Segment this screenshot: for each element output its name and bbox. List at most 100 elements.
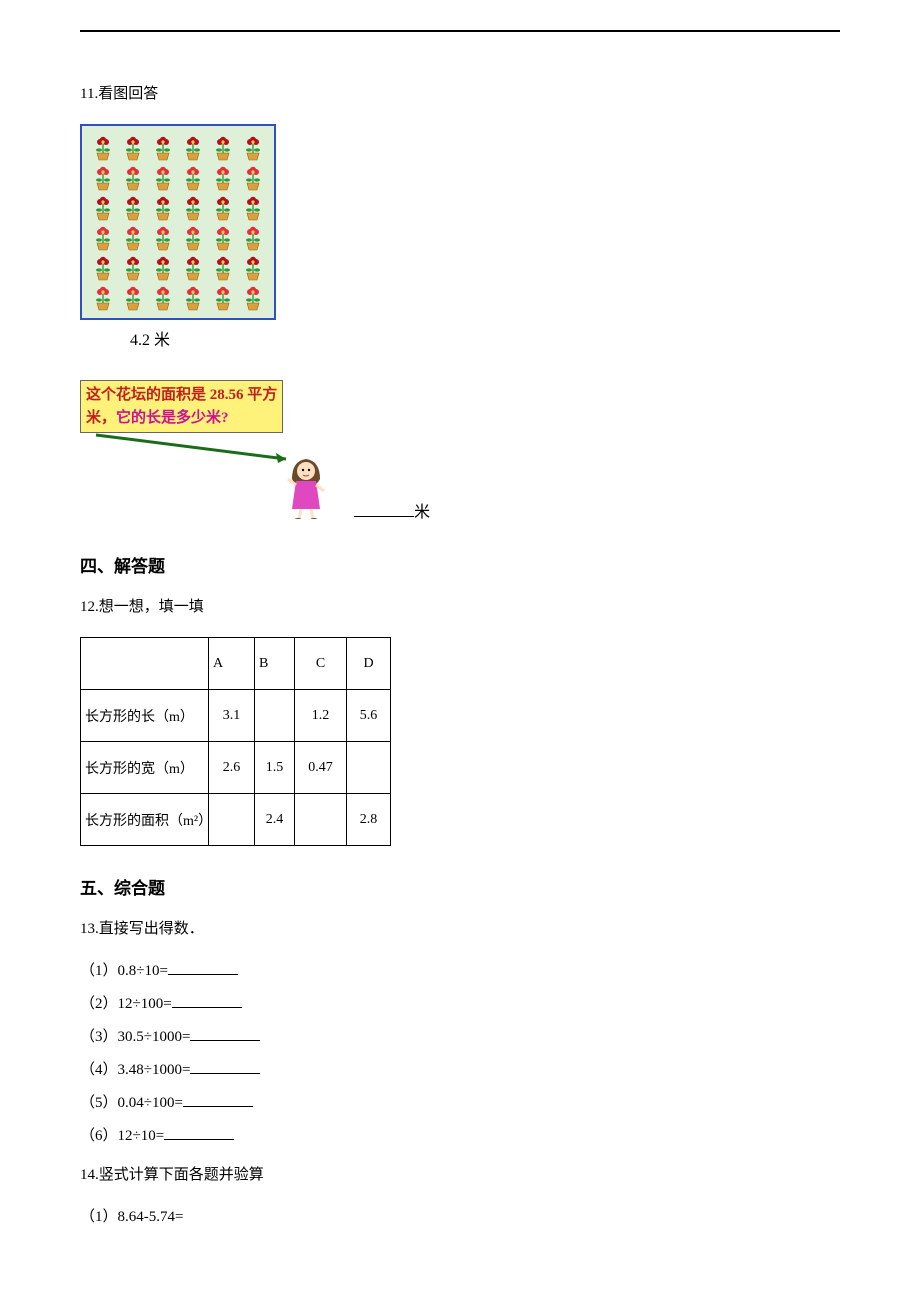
flower-icon xyxy=(239,283,267,311)
flower-icon xyxy=(119,253,147,281)
q14-items: （1）8.64-5.74= xyxy=(80,1205,840,1226)
q13-item: （1）0.8÷10= xyxy=(80,959,840,980)
q12-title: 想一想，填一填 xyxy=(99,599,204,615)
flower-icon xyxy=(179,193,207,221)
q13-blank[interactable] xyxy=(164,1125,234,1140)
table-corner xyxy=(81,638,209,690)
flower-icon xyxy=(89,253,117,281)
rectangle-table: A B C D 长方形的长（m） 3.1 1.2 5.6 长方形的宽（m） 2.… xyxy=(80,637,391,846)
page: 11.看图回答 4.2 米 这个花坛的面积是 28.56 平方 米，它的长是多少… xyxy=(0,0,920,1298)
q13-item: （5）0.04÷100= xyxy=(80,1091,840,1112)
q11-title: 看图回答 xyxy=(98,86,158,102)
flower-icon xyxy=(149,253,177,281)
cell[interactable] xyxy=(295,794,347,846)
flower-row xyxy=(88,192,268,222)
section-5-heading: 五、综合题 xyxy=(80,874,840,899)
flower-icon xyxy=(209,133,237,161)
flower-icon xyxy=(239,223,267,251)
flower-row xyxy=(88,162,268,192)
col-header-b: B xyxy=(255,638,295,690)
flower-icon xyxy=(89,193,117,221)
q13-item-text: （2）12÷100= xyxy=(80,996,172,1012)
q14-item: （1）8.64-5.74= xyxy=(80,1205,840,1226)
q12-heading: 12.想一想，填一填 xyxy=(80,595,840,619)
header-rule xyxy=(80,30,840,32)
flower-icon xyxy=(209,163,237,191)
q13-blank[interactable] xyxy=(190,1059,260,1074)
q13-title: 直接写出得数． xyxy=(99,921,204,937)
flower-icon xyxy=(149,163,177,191)
callout-line2b: 它的长是多少米? xyxy=(116,410,229,426)
q13-item: （6）12÷10= xyxy=(80,1124,840,1145)
col-header-d: D xyxy=(347,638,391,690)
answer-blank-wrap: 米 xyxy=(354,498,430,524)
flower-icon xyxy=(119,133,147,161)
flower-icon xyxy=(89,283,117,311)
callout-box: 这个花坛的面积是 28.56 平方 米，它的长是多少米? xyxy=(80,380,283,433)
flower-icon xyxy=(239,133,267,161)
flower-icon xyxy=(119,223,147,251)
q11-heading: 11.看图回答 xyxy=(80,82,840,106)
q13-items: （1）0.8÷10= （2）12÷100= （3）30.5÷1000= （4）3.48… xyxy=(80,959,840,1145)
callout-pointer-and-girl xyxy=(86,429,346,524)
flower-icon xyxy=(89,133,117,161)
callout-line2a: 米， xyxy=(86,410,116,426)
cell[interactable] xyxy=(347,742,391,794)
flower-icon xyxy=(149,133,177,161)
callout-line1: 这个花坛的面积是 28.56 平方 xyxy=(86,387,277,403)
answer-unit: 米 xyxy=(414,504,430,521)
cell: 1.5 xyxy=(255,742,295,794)
flower-icon xyxy=(179,223,207,251)
q13-number: 13. xyxy=(80,921,99,937)
cell: 3.1 xyxy=(209,690,255,742)
cell: 2.4 xyxy=(255,794,295,846)
q13-blank[interactable] xyxy=(183,1092,253,1107)
table-row: 长方形的面积（m²） 2.4 2.8 xyxy=(81,794,391,846)
cell: 5.6 xyxy=(347,690,391,742)
q13-item-text: （5）0.04÷100= xyxy=(80,1095,183,1111)
flower-icon xyxy=(179,133,207,161)
flower-icon xyxy=(239,163,267,191)
q14-heading: 14.竖式计算下面各题并验算 xyxy=(80,1163,840,1187)
flower-row xyxy=(88,222,268,252)
q13-item: （4）3.48÷1000= xyxy=(80,1058,840,1079)
callout-wrap: 这个花坛的面积是 28.56 平方 米，它的长是多少米? xyxy=(80,380,840,524)
q13-blank[interactable] xyxy=(190,1026,260,1041)
table-row: 长方形的长（m） 3.1 1.2 5.6 xyxy=(81,690,391,742)
flower-row xyxy=(88,282,268,312)
q11-number: 11. xyxy=(80,86,98,102)
q13-item: （3）30.5÷1000= xyxy=(80,1025,840,1046)
q12-number: 12. xyxy=(80,599,99,615)
cell[interactable] xyxy=(209,794,255,846)
callout-stack: 这个花坛的面积是 28.56 平方 米，它的长是多少米? xyxy=(80,380,346,524)
q14-title: 竖式计算下面各题并验算 xyxy=(99,1167,264,1183)
flower-bed-grid xyxy=(80,124,276,320)
flower-icon xyxy=(119,163,147,191)
flower-icon xyxy=(119,283,147,311)
cell[interactable] xyxy=(255,690,295,742)
q13-item-text: （3）30.5÷1000= xyxy=(80,1029,190,1045)
flower-icon xyxy=(179,163,207,191)
flower-icon xyxy=(149,283,177,311)
flower-icon xyxy=(179,253,207,281)
cell: 2.6 xyxy=(209,742,255,794)
q13-item-text: （4）3.48÷1000= xyxy=(80,1062,190,1078)
q13-item-text: （6）12÷10= xyxy=(80,1128,164,1144)
section-4-heading: 四、解答题 xyxy=(80,552,840,577)
flower-row xyxy=(88,132,268,162)
flower-icon xyxy=(209,193,237,221)
flower-icon xyxy=(89,223,117,251)
q13-item: （2）12÷100= xyxy=(80,992,840,1013)
answer-blank[interactable] xyxy=(354,501,414,517)
row-label-width: 长方形的宽（m） xyxy=(81,742,209,794)
cell: 2.8 xyxy=(347,794,391,846)
flower-icon xyxy=(149,223,177,251)
flower-icon xyxy=(149,193,177,221)
flower-bed-figure: 4.2 米 xyxy=(80,124,840,350)
row-label-area: 长方形的面积（m²） xyxy=(81,794,209,846)
cell: 1.2 xyxy=(295,690,347,742)
q13-blank[interactable] xyxy=(168,960,238,975)
q13-blank[interactable] xyxy=(172,993,242,1008)
q13-item-text: （1）0.8÷10= xyxy=(80,963,168,979)
flower-icon xyxy=(209,283,237,311)
